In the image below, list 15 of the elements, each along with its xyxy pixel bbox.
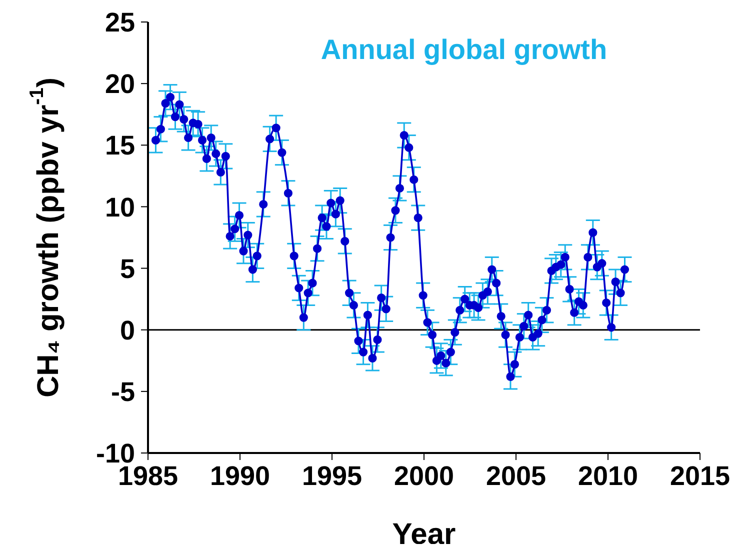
chart-title: Annual global growth (320, 34, 608, 66)
y-tick-label: 20 (104, 69, 135, 100)
y-tick-label: 15 (104, 130, 135, 161)
y-tick-label: 0 (120, 315, 135, 346)
y-tick-label: 10 (104, 192, 135, 222)
y-tick-label: 5 (120, 254, 135, 284)
x-tick-label: 1990 (210, 461, 270, 492)
y-tick-label: 25 (104, 8, 135, 38)
x-tick-label: 2000 (394, 461, 454, 492)
y-tick-label: -5 (110, 377, 135, 408)
x-tick-label: 2010 (578, 461, 638, 492)
x-tick-label: 2015 (670, 461, 730, 492)
x-tick-label: 1995 (302, 461, 362, 492)
x-tick-label: 2005 (486, 461, 546, 492)
x-axis-title: Year (392, 518, 456, 551)
